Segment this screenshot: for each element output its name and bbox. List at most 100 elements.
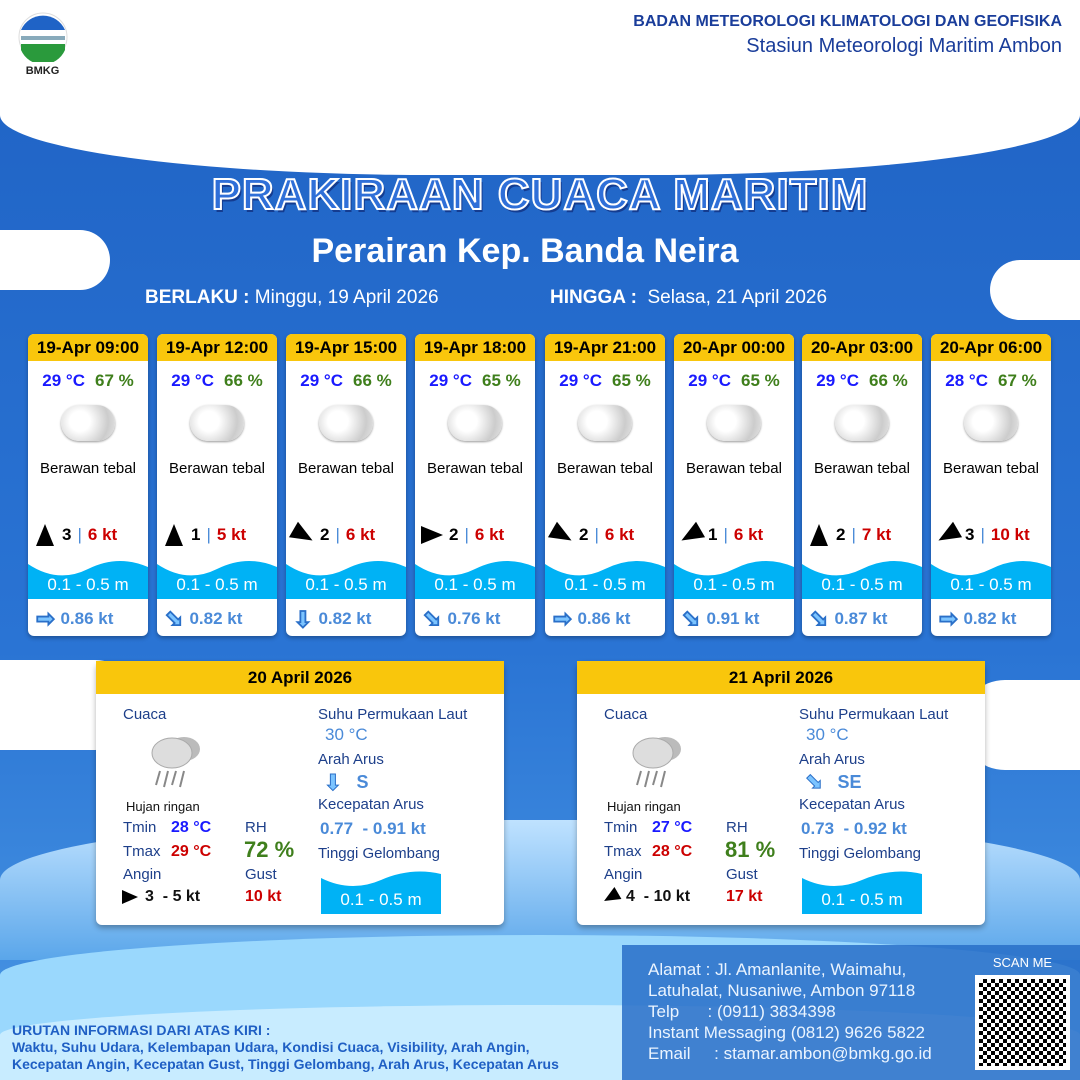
tmax-value: 29 °C xyxy=(171,843,212,860)
wave-height: 0.1 - 0.5 m xyxy=(821,890,903,909)
rh-label: RH xyxy=(726,819,748,836)
wave-height-band: 0.1 - 0.5 m xyxy=(415,549,535,599)
current-dir-label: Arah Arus xyxy=(318,751,384,768)
forecast-card: 19-Apr 21:00 29 °C 65 % Berawan tebal 2 | 6… xyxy=(545,334,665,636)
forecast-card: 20-Apr 06:00 28 °C 67 % Berawan tebal 3 | 1… xyxy=(931,334,1051,636)
current-direction-icon: ➡ xyxy=(676,603,708,635)
daily-date: 20 April 2026 xyxy=(96,661,504,694)
wind-direction-icon xyxy=(600,886,622,908)
weather-condition: Berawan tebal xyxy=(943,460,1039,477)
area-title: Perairan Kep. Banda Neira xyxy=(311,232,739,270)
gust-speed: 6 kt xyxy=(604,525,635,544)
wind-speed: 2 xyxy=(320,525,330,544)
current-speed-range: 0.77 - 0.91 kt xyxy=(320,819,426,838)
email[interactable]: Email : stamar.ambon@bmkg.go.id xyxy=(648,1044,932,1063)
wind-speed: 2 xyxy=(836,525,846,544)
wave-label: Tinggi Gelombang xyxy=(799,845,922,862)
wind-range: 4 - 10 kt xyxy=(626,888,691,905)
air-temp: 29 °C xyxy=(300,371,343,390)
light-rain-icon xyxy=(632,737,681,788)
top-cloud-bg xyxy=(0,0,1080,175)
forecast-time: 19-Apr 12:00 xyxy=(157,334,277,361)
current-direction: S xyxy=(356,771,369,792)
wave-height-band: 0.1 - 0.5 m xyxy=(802,549,922,599)
humidity: 65 % xyxy=(740,371,780,390)
humidity: 65 % xyxy=(611,371,651,390)
bmkg-logo-icon xyxy=(18,12,67,65)
forecast-card: 19-Apr 12:00 29 °C 66 % Berawan tebal 1 | 5… xyxy=(157,334,277,636)
valid-from: BERLAKU : Minggu, 19 April 2026 xyxy=(145,287,439,309)
cloud-decor xyxy=(990,260,1080,320)
wind-label: Angin xyxy=(604,866,643,883)
current-direction-icon: ➡ xyxy=(552,606,572,632)
divider: | xyxy=(594,525,599,544)
page-title: PRAKIRAAN CUACA MARITIM xyxy=(211,169,869,220)
humidity: 65 % xyxy=(481,371,521,390)
current-speed: 0.76 kt xyxy=(447,609,501,628)
scan-label: SCAN ME xyxy=(992,955,1053,970)
forecast-card: 19-Apr 09:00 29 °C 67 % Berawan tebal 3 | 6… xyxy=(28,334,148,636)
legend-line: Waktu, Suhu Udara, Kelembapan Udara, Kon… xyxy=(12,1039,530,1055)
cloudy-icon xyxy=(578,405,632,441)
wind-speed: 2 xyxy=(449,525,459,544)
daily-summary-panel: 20 April 2026 Cuaca Hujan ringan Tmin 28… xyxy=(96,661,504,925)
logo-text: BMKG xyxy=(25,65,60,77)
gust-speed: 5 kt xyxy=(216,525,247,544)
forecast-time: 19-Apr 21:00 xyxy=(545,334,665,361)
wind-direction-icon xyxy=(810,524,828,546)
wave-height-band: 0.1 - 0.5 m xyxy=(545,549,665,599)
cloudy-icon xyxy=(707,405,761,441)
tmin-label: Tmin xyxy=(123,819,157,836)
tmax-label: Tmax xyxy=(604,843,642,860)
forecast-time: 20-Apr 03:00 xyxy=(802,334,922,361)
wind-direction-icon xyxy=(933,521,963,549)
air-temp: 29 °C xyxy=(688,371,731,390)
cloudy-icon xyxy=(964,405,1018,441)
wave-height-band: 0.1 - 0.5 m xyxy=(157,549,277,599)
wind-label: Angin xyxy=(123,866,162,883)
qr-code[interactable] xyxy=(975,975,1070,1070)
wave-height: 0.1 - 0.5 m xyxy=(340,890,422,909)
instant-messaging: Instant Messaging (0812) 9626 5822 xyxy=(648,1023,925,1042)
gust-speed: 6 kt xyxy=(345,525,376,544)
divider: | xyxy=(723,525,728,544)
daily-date: 21 April 2026 xyxy=(577,661,985,694)
wind-direction-icon xyxy=(547,521,577,549)
current-speed: 0.91 kt xyxy=(706,609,760,628)
cloudy-icon xyxy=(448,405,502,441)
weather-condition: Berawan tebal xyxy=(169,460,265,477)
weather-condition: Berawan tebal xyxy=(40,460,136,477)
cloudy-icon xyxy=(319,405,373,441)
current-speed-label: Kecepatan Arus xyxy=(318,796,424,813)
wave-height-band: 0.1 - 0.5 m xyxy=(321,868,441,914)
divider: | xyxy=(335,525,340,544)
current-dir-label: Arah Arus xyxy=(799,751,865,768)
current-speed: 0.82 kt xyxy=(189,609,243,628)
divider: | xyxy=(851,525,856,544)
wave-label: Tinggi Gelombang xyxy=(318,845,441,862)
air-temp: 28 °C xyxy=(945,371,988,390)
humidity: 66 % xyxy=(352,371,392,390)
valid-to-date: Selasa, 21 April 2026 xyxy=(647,287,828,308)
weather-condition: Berawan tebal xyxy=(298,460,394,477)
weather-condition: Berawan tebal xyxy=(686,460,782,477)
weather-condition: Hujan ringan xyxy=(607,799,681,814)
cloudy-icon xyxy=(190,405,244,441)
wind-direction-icon xyxy=(288,521,318,549)
legend-title: URUTAN INFORMASI DARI ATAS KIRI : xyxy=(12,1022,271,1038)
forecast-time: 20-Apr 00:00 xyxy=(674,334,794,361)
humidity: 67 % xyxy=(94,371,134,390)
divider: | xyxy=(980,525,985,544)
gust-speed: 7 kt xyxy=(861,525,892,544)
current-speed-label: Kecepatan Arus xyxy=(799,796,905,813)
wind-direction-icon xyxy=(165,524,183,546)
current-direction-icon: ➡ xyxy=(417,603,449,635)
air-temp: 29 °C xyxy=(559,371,602,390)
valid-from-label: BERLAKU : xyxy=(145,287,250,308)
agency-name: BADAN METEOROLOGI KLIMATOLOGI DAN GEOFIS… xyxy=(633,13,1062,30)
wave-height-band: 0.1 - 0.5 m xyxy=(286,549,406,599)
humidity: 67 % xyxy=(997,371,1037,390)
current-speed-range: 0.73 - 0.92 kt xyxy=(801,819,907,838)
gust-speed: 6 kt xyxy=(474,525,505,544)
forecast-time: 20-Apr 06:00 xyxy=(931,334,1051,361)
